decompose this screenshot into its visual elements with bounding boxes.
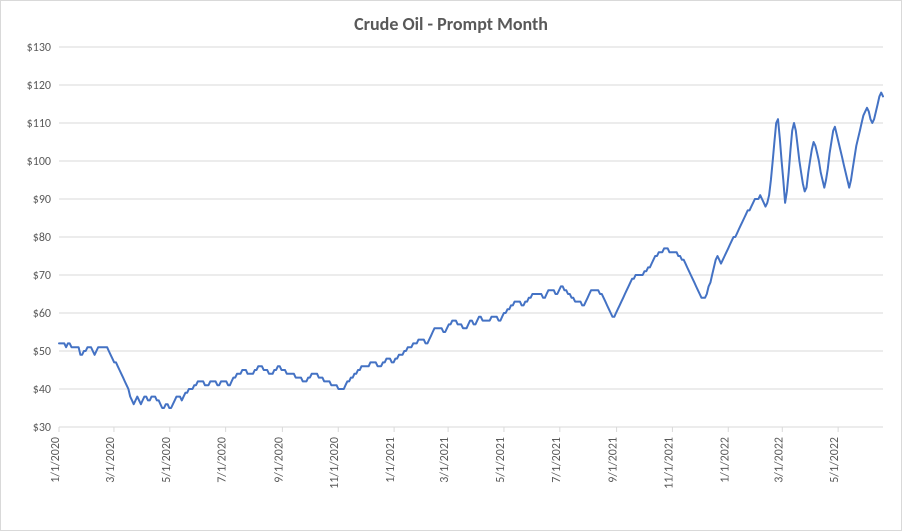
x-axis-label: 3/1/2021 — [438, 437, 452, 483]
x-axis-label: 3/1/2020 — [104, 437, 118, 483]
y-axis-label: $40 — [33, 383, 51, 397]
x-axis-label: 9/1/2020 — [272, 437, 286, 483]
y-axis-label: $120 — [27, 79, 51, 93]
x-axis-label: 5/1/2021 — [494, 437, 508, 483]
y-axis-label: $100 — [27, 155, 51, 169]
chart-container: Crude Oil - Prompt Month $30 $40 $50 $60 $70… — [0, 0, 902, 531]
chart-title: Crude Oil - Prompt Month — [9, 13, 893, 35]
x-axis-label: 7/1/2021 — [550, 437, 564, 483]
x-axis-label: 9/1/2021 — [607, 437, 621, 483]
line-chart: $30 $40 $50 $60 $70 $80 $90 $100 $110 $120 $130 1/1… — [9, 41, 895, 511]
x-axis-label: 11/1/2021 — [662, 437, 676, 489]
x-axis-label: 7/1/2020 — [216, 437, 230, 483]
x-axis-label: 1/1/2022 — [718, 437, 732, 483]
y-axis-label: $30 — [33, 421, 51, 435]
y-axis-label: $110 — [27, 117, 51, 131]
plot-area: $30 $40 $50 $60 $70 $80 $90 $100 $110 $120 $130 1/1… — [9, 41, 893, 511]
x-axis-label: 5/1/2020 — [160, 437, 174, 483]
y-axis-label: $70 — [33, 269, 51, 283]
y-axis-label: $80 — [33, 231, 51, 245]
x-axis-label: 5/1/2022 — [828, 437, 842, 483]
x-axis-label: 3/1/2022 — [772, 437, 786, 483]
x-axis-label: 11/1/2020 — [328, 437, 342, 489]
y-axis-label: $60 — [33, 307, 51, 321]
y-axis-label: $50 — [33, 345, 51, 359]
price-series-line — [59, 93, 883, 408]
y-axis-label: $90 — [33, 193, 51, 207]
y-axis-label: $130 — [27, 41, 51, 55]
x-axis-label: 1/1/2021 — [384, 437, 398, 483]
x-axis-label: 1/1/2020 — [49, 437, 63, 483]
